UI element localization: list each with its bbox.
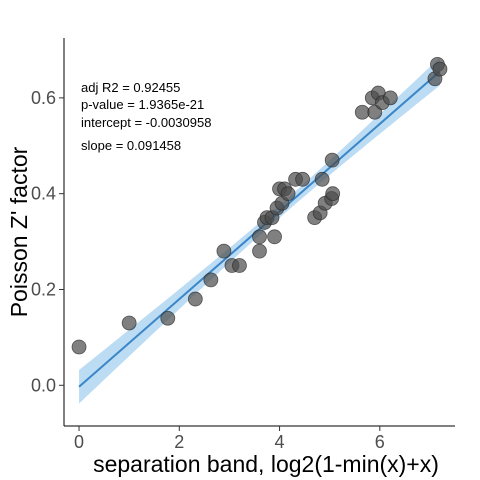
data-point <box>187 291 203 307</box>
fit-line-layer <box>78 70 441 388</box>
x-axis-title: separation band, log2(1-min(x)+x) <box>93 451 439 477</box>
data-point <box>280 186 296 202</box>
data-point <box>232 258 247 273</box>
data-point <box>252 229 267 245</box>
data-point <box>382 90 398 106</box>
adj-r2-label: adj R2 = 0.92455 <box>81 80 180 95</box>
data-point <box>121 315 137 331</box>
data-point <box>216 243 232 259</box>
y-ticks: 0.0 0.2 0.4 0.6 <box>31 88 64 395</box>
y-tick-label: 0.0 <box>31 375 56 395</box>
data-point <box>203 272 219 288</box>
x-tick-label: 6 <box>375 432 385 452</box>
data-point <box>252 243 267 259</box>
data-point <box>314 171 330 187</box>
x-tick-label: 2 <box>174 432 184 452</box>
y-tick-label: 0.2 <box>31 279 56 299</box>
fit-line <box>78 70 441 388</box>
data-point <box>432 61 448 77</box>
y-axis-title: Poisson Z' factor <box>6 146 32 317</box>
p-value-label: p-value = 1.9365e-21 <box>81 97 204 112</box>
data-point <box>325 186 341 202</box>
y-tick-label: 0.4 <box>31 184 56 204</box>
data-point <box>160 310 176 326</box>
intercept-label: intercept = -0.0030958 <box>81 115 211 130</box>
data-point <box>267 229 282 245</box>
x-ticks: 0 2 4 6 <box>74 426 385 452</box>
y-tick-label: 0.6 <box>31 88 56 108</box>
data-points-layer <box>71 56 448 355</box>
data-point <box>295 171 311 187</box>
slope-label: slope = 0.091458 <box>81 138 181 153</box>
data-point <box>354 104 370 120</box>
x-tick-label: 0 <box>74 432 84 452</box>
data-point <box>71 339 87 355</box>
x-tick-label: 4 <box>275 432 285 452</box>
data-point <box>324 152 340 168</box>
fit-statistics: adj R2 = 0.92455 p-value = 1.9365e-21 in… <box>81 80 211 153</box>
